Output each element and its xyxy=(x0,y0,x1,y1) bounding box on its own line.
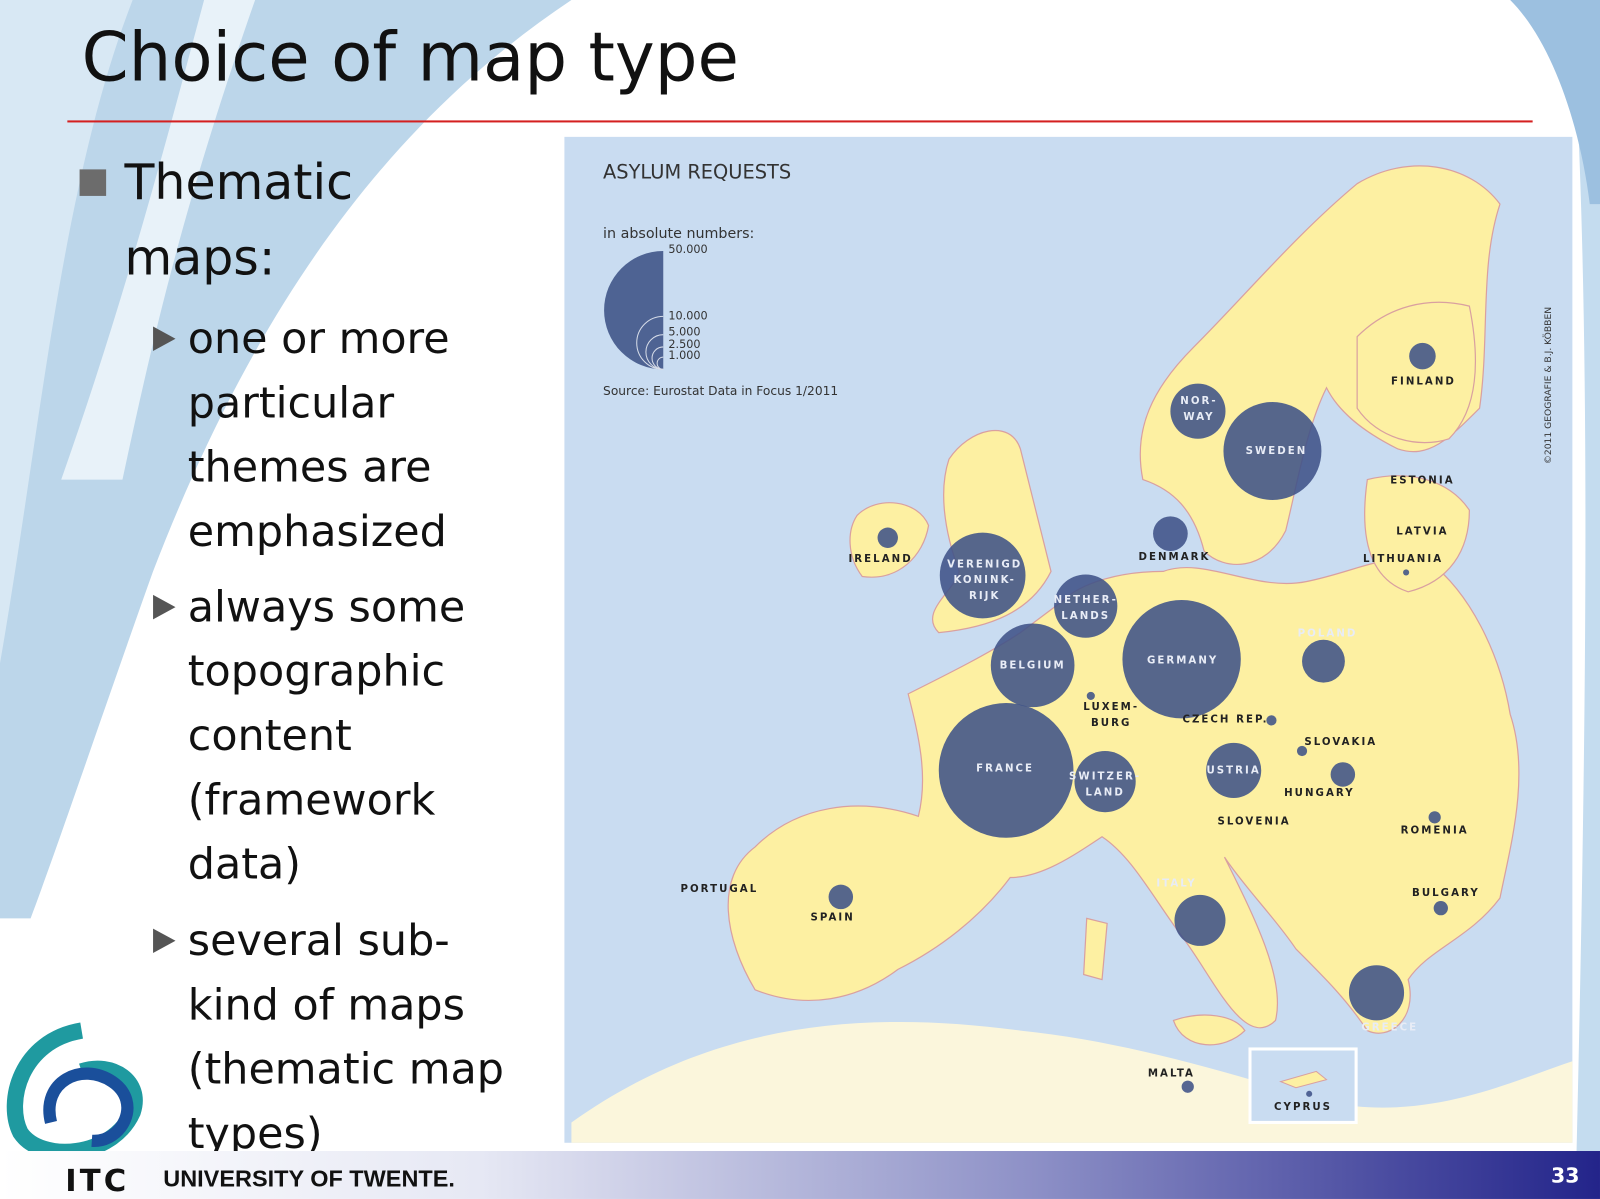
country-label: ROMENIA xyxy=(1401,826,1469,837)
sub-bullet-text: several sub-kind of maps (thematic map t… xyxy=(187,915,504,1159)
sub-bullet-text: one or more particular themes are emphas… xyxy=(187,313,450,557)
logo-swirl xyxy=(6,1022,143,1160)
legend-label: 5.000 xyxy=(668,326,700,339)
country-symbol xyxy=(1403,569,1410,576)
country-label: BELGIUM xyxy=(1000,660,1066,671)
slide-title: Choice of map type xyxy=(81,18,739,97)
country-label: LANDS xyxy=(1061,611,1110,622)
country-symbol xyxy=(1223,402,1322,500)
country-label: SLOVAKIA xyxy=(1304,737,1377,748)
country-symbol xyxy=(1181,1080,1194,1093)
bullet: Thematic maps: xyxy=(79,145,417,296)
country-symbol xyxy=(828,884,854,910)
country-label: USTRIA xyxy=(1206,765,1260,776)
country-label: GREECE xyxy=(1361,1023,1418,1034)
country-symbol xyxy=(1153,516,1188,552)
country-label: SLOVENIA xyxy=(1217,816,1290,827)
sub-bullet: always some topographic content (framewo… xyxy=(153,574,541,895)
country-label: CYPRUS xyxy=(1274,1102,1332,1113)
country-symbol xyxy=(939,532,1026,619)
legend-caption: in absolute numbers: xyxy=(603,226,754,242)
country-symbol xyxy=(1122,599,1241,719)
country-symbol xyxy=(877,527,898,548)
legend-label: 10.000 xyxy=(668,309,707,322)
country-label: HUNGARY xyxy=(1284,788,1355,799)
country-label: BULGARY xyxy=(1412,888,1480,899)
map-title: ASYLUM REQUESTS xyxy=(603,161,791,184)
labels: FINLAND NOR- WAY SWEDEN ESTONIA LATVIA LITHUAN… xyxy=(680,377,1480,1114)
country-symbol xyxy=(1054,574,1118,638)
country-label: IRELAND xyxy=(848,554,912,565)
country-symbol xyxy=(1206,742,1262,798)
country-label: GERMANY xyxy=(1147,655,1218,666)
country-label: LAND xyxy=(1085,787,1125,798)
symbols xyxy=(828,342,1448,1097)
country-label: KONINK- xyxy=(953,575,1015,586)
country-label: LUXEM- xyxy=(1083,702,1139,713)
sub-bullet: one or more particular themes are emphas… xyxy=(153,306,541,563)
country-label: ESTONIA xyxy=(1390,476,1454,487)
country-label: PORTUGAL xyxy=(680,884,758,895)
sub-bullet-text: always some topographic content (framewo… xyxy=(187,581,466,889)
map-copyright: ©2011 GEOGRAFIE & B.J. KÖBBEN xyxy=(1543,307,1554,464)
country-label: MALTA xyxy=(1148,1069,1195,1080)
bullet-text: Thematic maps: xyxy=(124,154,354,287)
title-rule xyxy=(67,120,1533,123)
country-label: FRANCE xyxy=(976,763,1034,774)
country-label: NETHER- xyxy=(1054,595,1118,606)
country-symbol xyxy=(1074,751,1136,813)
country-label: CZECH REP. xyxy=(1182,714,1268,725)
legend-label: 1.000 xyxy=(668,349,700,362)
country-symbol xyxy=(1296,745,1308,757)
country-symbol xyxy=(1266,715,1277,726)
country-symbol xyxy=(1170,383,1226,439)
country-label: SWEDEN xyxy=(1246,446,1308,457)
country-symbol xyxy=(1330,762,1356,787)
country-symbol xyxy=(938,703,1074,838)
country-label: WAY xyxy=(1183,412,1214,423)
country-symbol xyxy=(1174,894,1226,946)
country-label: NOR- xyxy=(1180,396,1217,407)
country-label: FINLAND xyxy=(1391,377,1456,388)
country-symbol xyxy=(1409,342,1436,370)
country-label: POLAND xyxy=(1298,629,1358,640)
page-number: 33 xyxy=(1551,1163,1580,1188)
country-symbol xyxy=(1348,965,1405,1021)
country-symbol xyxy=(1306,1090,1313,1097)
country-label: SPAIN xyxy=(811,912,855,923)
footer-logo: ITC xyxy=(65,1163,130,1199)
country-label: DENMARK xyxy=(1138,552,1210,563)
footer-bar xyxy=(0,1151,1600,1199)
country-label: LITHUANIA xyxy=(1363,554,1443,565)
legend-label: 2.500 xyxy=(668,338,700,351)
country-symbol xyxy=(1428,811,1441,824)
country-label: LATVIA xyxy=(1396,527,1448,538)
footer-university: UNIVERSITY OF TWENTE. xyxy=(163,1165,455,1192)
map: FINLAND NOR- WAY SWEDEN ESTONIA LATVIA LITHUAN… xyxy=(564,136,1573,1143)
country-label: RIJK xyxy=(969,591,1000,602)
country-symbol xyxy=(1433,901,1448,916)
country-symbol xyxy=(1302,639,1345,683)
country-symbol xyxy=(1086,691,1095,700)
map-source: Source: Eurostat Data in Focus 1/2011 xyxy=(603,384,838,398)
country-symbol xyxy=(990,623,1075,708)
country-label: VERENIGD xyxy=(947,559,1022,570)
sub-bullet: several sub-kind of maps (thematic map t… xyxy=(153,908,541,1165)
country-label: BURG xyxy=(1091,718,1131,729)
legend-label: 50.000 xyxy=(668,243,707,256)
country-label: ITALY xyxy=(1156,879,1196,890)
country-label: SWITZER- xyxy=(1069,772,1141,783)
